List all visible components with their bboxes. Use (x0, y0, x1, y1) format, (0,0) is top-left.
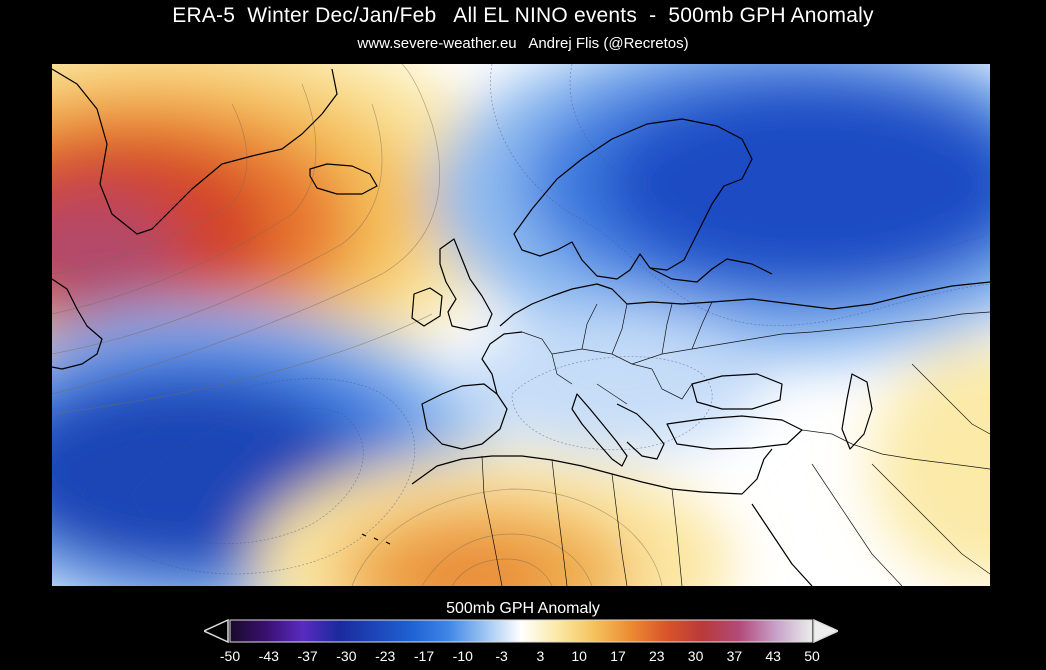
colorbar-tick-label: -23 (375, 648, 396, 664)
colorbar-tick-label: -43 (258, 648, 279, 664)
colorbar-tick-label: 30 (687, 648, 704, 664)
colorbar-label: 500mb GPH Anomaly (446, 600, 600, 617)
colorbar-tick-label: 37 (726, 648, 743, 664)
colorbar-tick-label: -10 (452, 648, 473, 664)
coastlines (52, 68, 990, 586)
contour-lines-negative (81, 64, 990, 575)
colorbar-tick-label: 23 (649, 648, 665, 664)
colorbar-min-arrow (202, 618, 229, 644)
colorbar-tick-label: 43 (765, 648, 781, 664)
map-subtitle: www.severe-weather.eu Andrej Flis (@Recr… (357, 35, 689, 52)
colorbar-max-arrow (813, 618, 840, 644)
colorbar-tick-label: -17 (413, 648, 435, 664)
anomaly-map (52, 64, 990, 586)
country-borders (481, 301, 990, 586)
colorbar-tick-label: -37 (297, 648, 318, 664)
colorbar-tick-label: 17 (610, 648, 626, 664)
colorbar-tick-label: -3 (495, 648, 508, 664)
colorbar-ticks: -50 -43 -37 -30 -23 -17 -10 -3 3 10 17 23 30 37 43 50 (0, 648, 1046, 668)
colorbar-gradient (229, 619, 813, 643)
contour-lines (52, 64, 663, 586)
colorbar-tick-label: 3 (536, 648, 545, 664)
colorbar-tick-label: 10 (571, 648, 587, 664)
colorbar-tick-label: -50 (219, 648, 241, 664)
colorbar (202, 618, 840, 644)
map-title: ERA-5 Winter Dec/Jan/Feb All EL NINO eve… (172, 4, 874, 27)
colorbar-tick-label: 50 (804, 648, 820, 664)
colorbar-tick-label: -30 (336, 648, 357, 664)
